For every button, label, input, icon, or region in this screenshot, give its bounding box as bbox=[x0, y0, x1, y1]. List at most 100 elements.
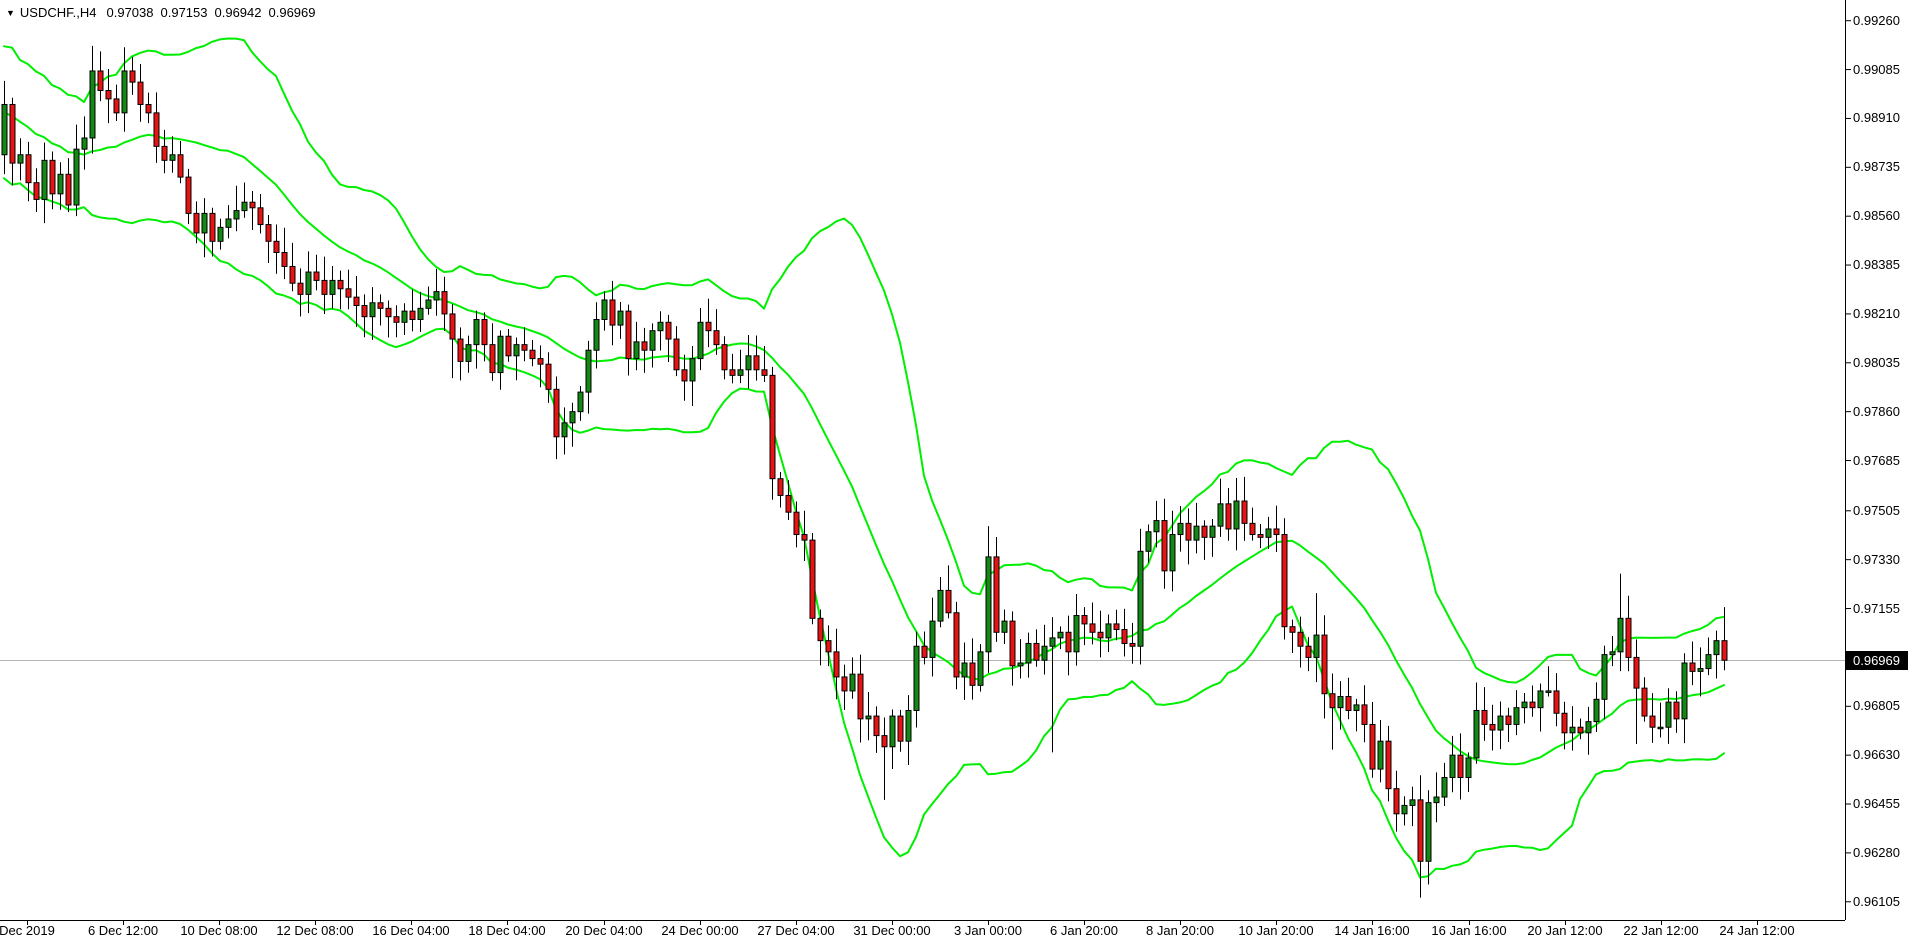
bear-candle-body bbox=[65, 173, 72, 206]
bull-candle-body bbox=[305, 271, 312, 295]
bear-candle-body bbox=[505, 335, 512, 357]
bull-candle-body bbox=[73, 148, 80, 206]
quote-open: 0.97038 bbox=[106, 5, 154, 20]
time-axis-label: 22 Jan 12:00 bbox=[1623, 923, 1699, 938]
bear-candle-body bbox=[1505, 715, 1512, 725]
bear-candle-body bbox=[809, 539, 816, 619]
bull-candle-body bbox=[617, 310, 624, 326]
candle bbox=[113, 84, 120, 122]
price-axis-label: 0.97330 bbox=[1853, 551, 1900, 567]
candle bbox=[233, 185, 240, 232]
bull-candle-body bbox=[1049, 637, 1056, 647]
candle bbox=[1305, 637, 1312, 672]
candle bbox=[537, 345, 544, 388]
candle bbox=[1153, 500, 1160, 548]
bear-candle-body bbox=[449, 313, 456, 340]
bear-candle-body bbox=[1361, 704, 1368, 725]
bear-candle-body bbox=[625, 310, 632, 360]
candle bbox=[705, 298, 712, 348]
candle bbox=[161, 129, 168, 174]
bull-candle-body bbox=[369, 302, 376, 318]
bull-candle-body bbox=[985, 556, 992, 653]
bull-candle-body bbox=[1169, 534, 1176, 572]
bear-candle-body bbox=[553, 388, 560, 438]
candle bbox=[345, 269, 352, 310]
candle bbox=[1345, 677, 1352, 720]
price-axis-label: 0.98735 bbox=[1853, 159, 1900, 175]
candle bbox=[169, 136, 176, 173]
time-axis-label: 8 Jan 20:00 bbox=[1146, 923, 1214, 938]
candle bbox=[1577, 718, 1584, 740]
bull-candle-body bbox=[745, 355, 752, 371]
candle bbox=[1697, 647, 1704, 697]
bear-candle-body bbox=[249, 201, 256, 209]
time-axis-label: 27 Dec 04:00 bbox=[757, 923, 835, 938]
candle bbox=[1217, 478, 1224, 537]
candle bbox=[441, 276, 448, 332]
time-axis-label: Dec 2019 bbox=[0, 923, 55, 938]
bear-candle-body bbox=[257, 207, 264, 226]
candle bbox=[193, 201, 200, 244]
price-axis-label: 0.97860 bbox=[1853, 403, 1900, 419]
candle bbox=[929, 597, 936, 677]
bear-candle-body bbox=[441, 291, 448, 315]
chevron-down-icon[interactable]: ▼ bbox=[6, 7, 15, 18]
bear-candle-body bbox=[97, 70, 104, 92]
candle bbox=[985, 526, 992, 673]
candle bbox=[121, 47, 128, 132]
bull-candle-body bbox=[1265, 528, 1272, 538]
bear-candle-body bbox=[161, 145, 168, 161]
bull-candle-body bbox=[465, 344, 472, 362]
bull-candle-body bbox=[1513, 707, 1520, 725]
bull-candle-body bbox=[657, 321, 664, 332]
bull-candle-body bbox=[1425, 802, 1432, 862]
bull-candle-body bbox=[513, 344, 520, 357]
candle bbox=[449, 303, 456, 379]
bear-candle-body bbox=[665, 321, 672, 340]
candle bbox=[841, 664, 848, 710]
candle bbox=[969, 638, 976, 700]
candle bbox=[953, 601, 960, 690]
candle bbox=[1065, 615, 1072, 676]
candle bbox=[473, 310, 480, 369]
bull-candle-body bbox=[929, 620, 936, 658]
candle bbox=[1601, 645, 1608, 720]
candle bbox=[1409, 786, 1416, 827]
time-axis-label: 12 Dec 08:00 bbox=[276, 923, 354, 938]
bear-candle-body bbox=[1241, 500, 1248, 524]
price-axis-label: 0.97155 bbox=[1853, 600, 1900, 616]
bear-candle-body bbox=[1281, 534, 1288, 628]
bear-candle-body bbox=[281, 251, 288, 267]
candle bbox=[1537, 683, 1544, 732]
candle bbox=[601, 291, 608, 331]
bull-candle-body bbox=[89, 70, 96, 139]
candle bbox=[1561, 701, 1568, 750]
candle bbox=[1665, 688, 1672, 744]
time-axis-label: 10 Dec 08:00 bbox=[180, 923, 258, 938]
bear-candle-body bbox=[177, 154, 184, 178]
current-price-badge: 0.96969 bbox=[1845, 650, 1908, 670]
candle bbox=[1625, 595, 1632, 672]
bear-candle-body bbox=[521, 344, 528, 351]
bear-candle-body bbox=[705, 321, 712, 332]
time-axis-label: 18 Dec 04:00 bbox=[468, 923, 546, 938]
time-axis-label: 16 Jan 16:00 bbox=[1431, 923, 1507, 938]
candle bbox=[49, 151, 56, 210]
bull-candle-body bbox=[201, 212, 208, 234]
candle bbox=[1369, 702, 1376, 778]
bear-candle-body bbox=[897, 715, 904, 742]
time-axis-label: 6 Dec 12:00 bbox=[87, 923, 159, 938]
bear-candle-body bbox=[609, 299, 616, 326]
candle bbox=[521, 327, 528, 362]
candle bbox=[881, 717, 888, 800]
candle bbox=[145, 92, 152, 124]
bull-candle-body bbox=[1057, 631, 1064, 639]
bull-candle-body bbox=[1713, 640, 1720, 656]
bear-candle-body bbox=[185, 176, 192, 214]
candle bbox=[1441, 762, 1448, 806]
bear-candle-body bbox=[113, 98, 120, 114]
bull-candle-body bbox=[225, 218, 232, 228]
candle bbox=[1329, 673, 1336, 750]
bull-candle-body bbox=[1433, 796, 1440, 804]
